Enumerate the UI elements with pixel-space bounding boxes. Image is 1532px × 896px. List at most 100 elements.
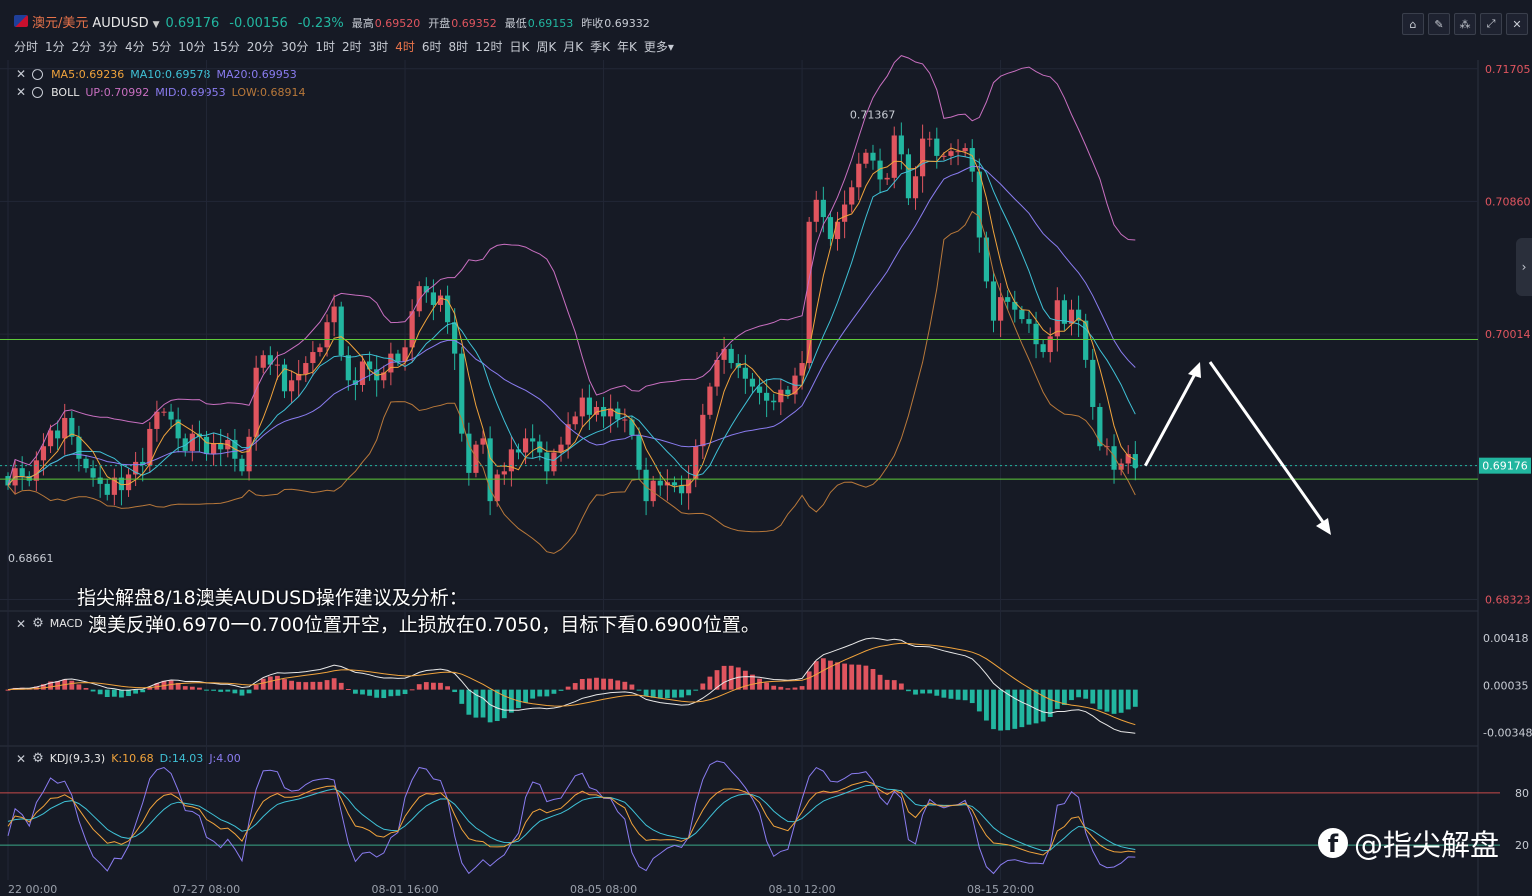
macd-histogram-bar bbox=[367, 689, 372, 696]
macd-histogram-bar bbox=[381, 689, 387, 699]
chart-style-icon[interactable]: ⌂ bbox=[1402, 13, 1424, 35]
macd-histogram-bar bbox=[409, 689, 415, 691]
candle-body bbox=[998, 297, 1004, 321]
timeframe-tab[interactable]: 月K bbox=[563, 40, 584, 54]
candle-body bbox=[125, 474, 132, 491]
close-icon[interactable]: ✕ bbox=[16, 751, 27, 766]
timeframe-tab[interactable]: 20分 bbox=[246, 40, 275, 54]
candle-body bbox=[962, 148, 968, 152]
macd-histogram-bar bbox=[1076, 689, 1081, 698]
candle-body bbox=[1083, 320, 1089, 360]
macd-histogram-bar bbox=[119, 689, 124, 698]
candle-body bbox=[359, 361, 366, 386]
timeframe-tab[interactable]: 1时 bbox=[315, 40, 335, 54]
timeframe-tab[interactable]: 3时 bbox=[368, 40, 389, 54]
candle-body bbox=[161, 411, 167, 413]
candle-body bbox=[274, 364, 281, 366]
timeframe-tab[interactable]: 5分 bbox=[151, 40, 172, 54]
macd-histogram-bar bbox=[806, 671, 812, 690]
macd-histogram-bar bbox=[707, 676, 713, 690]
candle-body bbox=[381, 372, 387, 381]
close-icon[interactable]: ✕ bbox=[16, 85, 27, 99]
candle-body bbox=[388, 353, 394, 373]
gear-icon[interactable]: ⚙ bbox=[32, 616, 44, 631]
eye-icon[interactable] bbox=[32, 86, 44, 98]
candle-body bbox=[239, 458, 245, 472]
candle-body bbox=[849, 187, 855, 205]
macd-histogram-bar bbox=[920, 689, 926, 694]
macd-legend: ✕ ⚙ MACD bbox=[16, 616, 89, 631]
timeframe-tab[interactable]: 年K bbox=[616, 40, 637, 54]
timeframe-tab[interactable]: 8时 bbox=[448, 40, 469, 54]
candle-body bbox=[884, 177, 890, 180]
macd-tick-label: -0.00348 bbox=[1483, 726, 1532, 739]
symbol-code[interactable]: AUDUSD bbox=[92, 16, 149, 31]
candle-body bbox=[771, 400, 777, 403]
timeframe-tab[interactable]: 日K bbox=[509, 40, 530, 54]
close-icon[interactable]: ✕ bbox=[16, 67, 27, 81]
candle-body bbox=[714, 359, 720, 387]
candle-body bbox=[686, 479, 692, 494]
macd-histogram-bar bbox=[863, 665, 869, 690]
candle-body bbox=[26, 476, 32, 481]
indicator-icon[interactable]: ⁂ bbox=[1454, 13, 1476, 35]
macd-histogram-bar bbox=[544, 689, 550, 697]
timeframe-tab[interactable]: 季K bbox=[590, 40, 610, 54]
macd-histogram-bar bbox=[317, 681, 323, 690]
candle-body bbox=[140, 461, 146, 466]
candle-body bbox=[551, 452, 557, 472]
symbol-name[interactable]: 澳元/美元 bbox=[32, 16, 89, 31]
timeframe-tab[interactable]: 4时 bbox=[395, 40, 415, 54]
timeframe-tab[interactable]: 15分 bbox=[212, 40, 240, 54]
macd-histogram-bar bbox=[516, 689, 521, 709]
timeframe-tab[interactable]: 12时 bbox=[475, 40, 503, 54]
timeframe-tab[interactable]: 6时 bbox=[421, 40, 442, 54]
candle-body bbox=[742, 367, 748, 379]
timeframe-tab[interactable]: 10分 bbox=[178, 40, 206, 54]
timeframe-tab[interactable]: 3分 bbox=[98, 40, 118, 54]
max-price-label: 0.71367 bbox=[850, 108, 896, 121]
candle-body bbox=[416, 286, 422, 312]
gear-icon[interactable]: ⚙ bbox=[32, 751, 44, 766]
macd-histogram-bar bbox=[126, 689, 131, 697]
macd-histogram-bar bbox=[147, 687, 153, 690]
candle-body bbox=[338, 306, 344, 356]
macd-histogram-bar bbox=[898, 683, 904, 690]
macd-histogram-bar bbox=[494, 689, 500, 722]
x-tick-label: 08-15 20:00 bbox=[967, 883, 1034, 896]
ma20-value: MA20:0.69953 bbox=[216, 67, 297, 81]
kdj-d-value: D:14.03 bbox=[159, 752, 204, 765]
candle-body bbox=[175, 419, 181, 439]
timeframe-tab[interactable]: 分时 bbox=[14, 40, 39, 54]
macd-dif-line bbox=[7, 637, 1136, 734]
macd-histogram-bar bbox=[303, 682, 309, 690]
boll-up-value: UP:0.70992 bbox=[85, 85, 150, 99]
ma-legend: ✕ MA5:0.69236 MA10:0.69578 MA20:0.69953 bbox=[16, 67, 303, 81]
chevron-down-icon[interactable]: ▼ bbox=[152, 20, 160, 30]
timeframe-tab[interactable]: 30分 bbox=[281, 40, 309, 54]
macd-histogram-bar bbox=[565, 686, 571, 690]
timeframe-tab[interactable]: 4分 bbox=[124, 40, 145, 54]
timeframe-tab[interactable]: 2分 bbox=[71, 40, 92, 54]
macd-histogram-bar bbox=[423, 682, 429, 690]
macd-histogram-bar bbox=[275, 675, 280, 690]
chart-tools: ⌂ ✎ ⁂ bbox=[1398, 13, 1476, 35]
timeframe-tab[interactable]: 2时 bbox=[341, 40, 362, 54]
macd-histogram-bar bbox=[686, 689, 692, 696]
price-tick-label: 0.71705 bbox=[1485, 63, 1531, 76]
timeframe-tab[interactable]: 周K bbox=[536, 40, 557, 54]
timeframe-tab[interactable]: 1分 bbox=[45, 40, 65, 54]
timeframe-tab[interactable]: 更多▾ bbox=[643, 40, 674, 54]
draw-icon[interactable]: ✎ bbox=[1428, 13, 1450, 35]
expand-icon[interactable]: ⤢ bbox=[1480, 13, 1502, 35]
candle-body bbox=[281, 364, 288, 392]
macd-histogram-bar bbox=[792, 687, 798, 690]
candle-body bbox=[593, 406, 600, 415]
low-label: 最低 bbox=[504, 17, 527, 30]
close-icon[interactable]: ✕ bbox=[16, 616, 27, 631]
macd-histogram-bar bbox=[5, 689, 11, 691]
macd-histogram-bar bbox=[1026, 689, 1032, 725]
close-icon[interactable]: ✕ bbox=[1506, 13, 1528, 35]
side-panel-toggle-icon[interactable]: › bbox=[1516, 238, 1532, 296]
